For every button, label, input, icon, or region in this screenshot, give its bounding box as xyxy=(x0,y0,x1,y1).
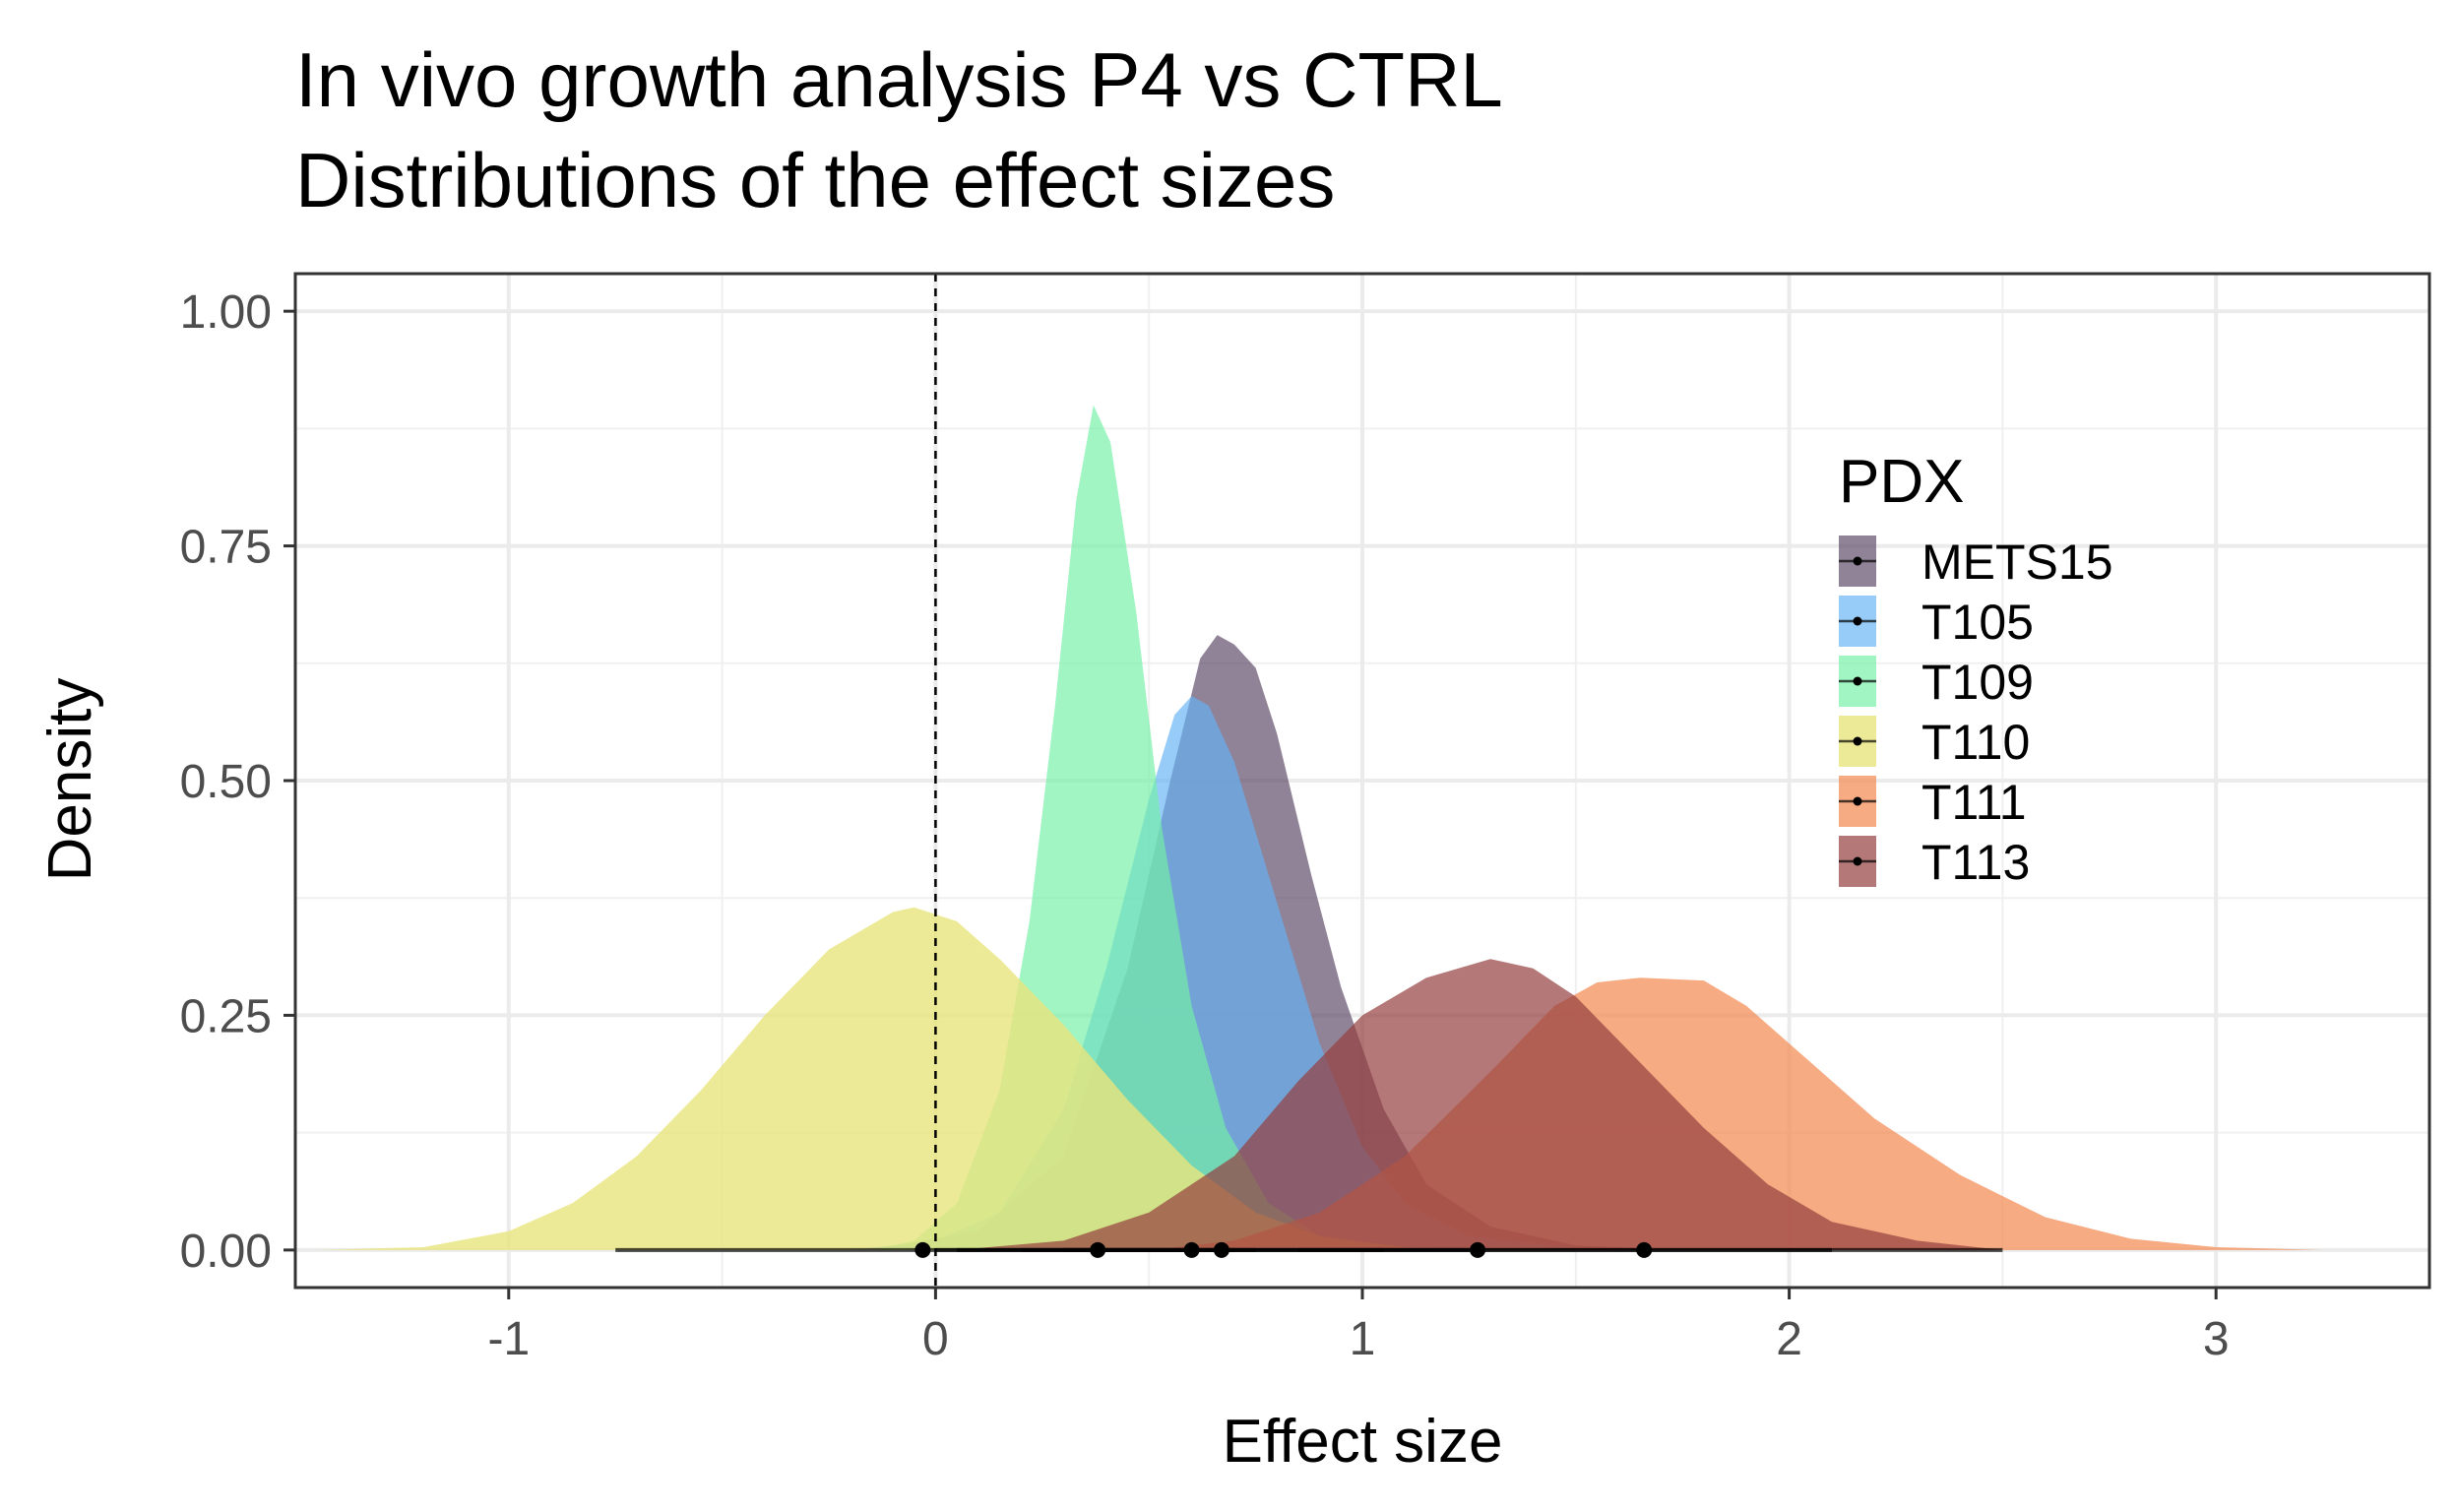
grid xyxy=(294,274,2430,1288)
x-tick-label: 1 xyxy=(1350,1313,1376,1365)
legend-label-t109: T109 xyxy=(1922,655,2034,710)
density-areas xyxy=(316,405,2323,1250)
density-area-t113 xyxy=(957,959,2003,1250)
legend-label-t110: T110 xyxy=(1922,715,2030,770)
y-tick-label: 0.50 xyxy=(180,756,272,808)
legend-key-point xyxy=(1853,856,1862,866)
chart-title: In vivo growth analysis P4 vs CTRL xyxy=(295,36,1503,123)
x-axis-title: Effect size xyxy=(1223,1408,1503,1476)
point-estimate-t113 xyxy=(1470,1241,1486,1258)
density-area-t110 xyxy=(316,907,1491,1250)
point-estimate-t111 xyxy=(1636,1241,1653,1258)
legend-label-t113: T113 xyxy=(1922,835,2030,890)
y-tick-label: 0.25 xyxy=(180,990,272,1042)
density-area-t105 xyxy=(850,696,1640,1250)
legend-title: PDX xyxy=(1839,448,1964,516)
legend-key-point xyxy=(1853,676,1862,686)
y-tick-label: 1.00 xyxy=(180,286,272,339)
legend-key-point xyxy=(1853,796,1862,806)
y-axis-title: Density xyxy=(36,678,104,882)
legend-key-point xyxy=(1853,736,1862,746)
point-estimate-t110 xyxy=(914,1241,931,1258)
point-intervals xyxy=(615,1241,2003,1258)
legend-label-mets15: METS15 xyxy=(1922,535,2113,590)
legend-key-point xyxy=(1853,616,1862,626)
x-tick-label: 0 xyxy=(922,1313,949,1365)
x-tick-label: 3 xyxy=(2203,1313,2230,1365)
legend-key-point xyxy=(1853,556,1862,566)
axes: -1 0 1 2 3 0.00 0.25 0.50 0.75 1.00 xyxy=(180,286,2230,1365)
point-estimate-t105 xyxy=(1183,1241,1200,1258)
x-tick-label: -1 xyxy=(487,1313,530,1365)
point-estimate-t109 xyxy=(1090,1241,1106,1258)
point-estimate-mets15 xyxy=(1213,1241,1229,1258)
legend-label-t105: T105 xyxy=(1922,595,2034,650)
legend-label-t111: T111 xyxy=(1922,775,2027,830)
chart-subtitle: Distributions of the effect sizes xyxy=(295,137,1335,223)
x-tick-label: 2 xyxy=(1776,1313,1802,1365)
y-tick-label: 0.75 xyxy=(180,522,272,574)
y-tick-label: 0.00 xyxy=(180,1226,272,1278)
